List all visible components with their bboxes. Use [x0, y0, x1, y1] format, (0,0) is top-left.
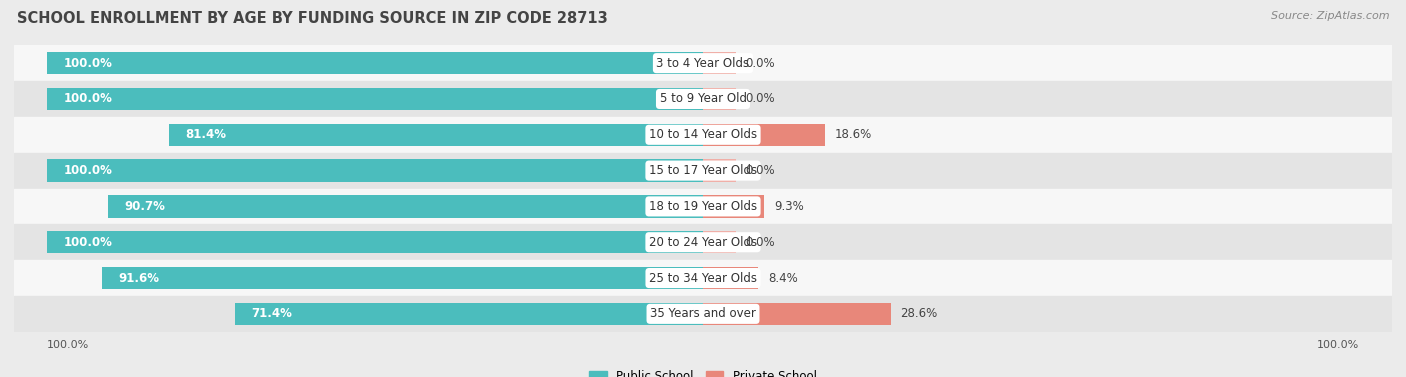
Bar	[14, 260, 1392, 296]
Text: 100.0%: 100.0%	[63, 164, 112, 177]
Text: 18 to 19 Year Olds: 18 to 19 Year Olds	[650, 200, 756, 213]
Text: 25 to 34 Year Olds: 25 to 34 Year Olds	[650, 271, 756, 285]
Text: 3 to 4 Year Olds: 3 to 4 Year Olds	[657, 57, 749, 70]
Text: 8.4%: 8.4%	[768, 271, 797, 285]
Text: 90.7%: 90.7%	[124, 200, 165, 213]
Bar	[703, 159, 735, 182]
Bar	[46, 88, 703, 110]
Text: 10 to 14 Year Olds: 10 to 14 Year Olds	[650, 128, 756, 141]
Bar	[703, 88, 735, 110]
Bar	[103, 267, 703, 289]
Bar	[235, 303, 703, 325]
Text: 5 to 9 Year Old: 5 to 9 Year Old	[659, 92, 747, 106]
Bar	[14, 153, 1392, 188]
Text: 0.0%: 0.0%	[745, 236, 775, 249]
Bar	[169, 124, 703, 146]
Text: 0.0%: 0.0%	[745, 57, 775, 70]
Bar	[703, 231, 735, 253]
Text: 0.0%: 0.0%	[745, 164, 775, 177]
Text: Source: ZipAtlas.com: Source: ZipAtlas.com	[1271, 11, 1389, 21]
Text: 71.4%: 71.4%	[250, 307, 292, 320]
Bar	[46, 52, 703, 74]
Text: 35 Years and over: 35 Years and over	[650, 307, 756, 320]
Text: 0.0%: 0.0%	[745, 92, 775, 106]
Bar	[14, 117, 1392, 153]
Bar	[14, 224, 1392, 260]
Text: 100.0%: 100.0%	[46, 340, 89, 349]
Text: 20 to 24 Year Olds: 20 to 24 Year Olds	[650, 236, 756, 249]
Text: 100.0%: 100.0%	[63, 92, 112, 106]
Bar	[703, 124, 825, 146]
Text: 9.3%: 9.3%	[773, 200, 804, 213]
Bar	[14, 188, 1392, 224]
Bar	[703, 195, 763, 218]
Text: 81.4%: 81.4%	[186, 128, 226, 141]
Text: 100.0%: 100.0%	[1317, 340, 1360, 349]
Bar	[14, 81, 1392, 117]
Text: 28.6%: 28.6%	[900, 307, 938, 320]
Text: 100.0%: 100.0%	[63, 236, 112, 249]
Text: 15 to 17 Year Olds: 15 to 17 Year Olds	[650, 164, 756, 177]
Bar	[46, 231, 703, 253]
Bar	[703, 303, 890, 325]
Text: 100.0%: 100.0%	[63, 57, 112, 70]
Bar	[703, 267, 758, 289]
Text: 91.6%: 91.6%	[118, 271, 159, 285]
Text: SCHOOL ENROLLMENT BY AGE BY FUNDING SOURCE IN ZIP CODE 28713: SCHOOL ENROLLMENT BY AGE BY FUNDING SOUR…	[17, 11, 607, 26]
Bar	[108, 195, 703, 218]
Bar	[46, 159, 703, 182]
Bar	[14, 45, 1392, 81]
Legend: Public School, Private School: Public School, Private School	[583, 364, 823, 377]
Bar	[703, 52, 735, 74]
Text: 18.6%: 18.6%	[835, 128, 872, 141]
Bar	[14, 296, 1392, 332]
